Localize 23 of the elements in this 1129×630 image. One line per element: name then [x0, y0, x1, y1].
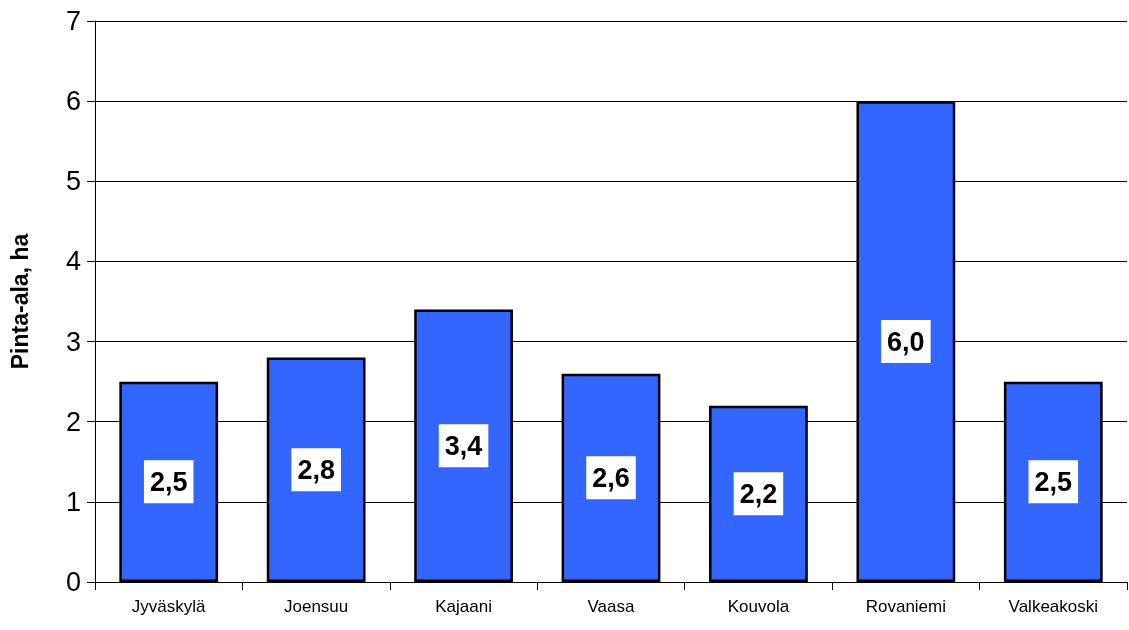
- data-label: 3,4: [444, 430, 483, 461]
- y-tick-label: 3: [65, 326, 81, 357]
- y-tick-label: 2: [65, 406, 81, 437]
- data-label: 2,5: [1034, 466, 1073, 497]
- x-tick-label: Jyväskylä: [131, 597, 207, 616]
- data-label: 6,0: [887, 326, 925, 357]
- data-label: 2,8: [297, 454, 335, 485]
- y-tick-label: 1: [65, 486, 81, 517]
- y-axis-title: Pinta-ala, ha: [6, 233, 33, 370]
- data-label: 2,2: [739, 478, 778, 509]
- data-label: 2,6: [592, 462, 630, 493]
- x-tick-label: Rovaniemi: [865, 597, 947, 616]
- y-tick-label: 7: [65, 6, 81, 36]
- x-tick-label: Kouvola: [727, 597, 790, 616]
- y-tick-label: 5: [65, 166, 81, 197]
- y-tick-label: 0: [65, 567, 81, 597]
- y-tick-label: 6: [65, 86, 81, 117]
- x-tick-label: Kajaani: [435, 597, 492, 616]
- x-tick-label: Valkeakoski: [1008, 597, 1099, 616]
- x-tick-label: Vaasa: [587, 597, 636, 616]
- x-tick-label: Joensuu: [284, 597, 349, 616]
- y-tick-label: 4: [65, 246, 81, 277]
- data-label: 2,5: [149, 466, 188, 497]
